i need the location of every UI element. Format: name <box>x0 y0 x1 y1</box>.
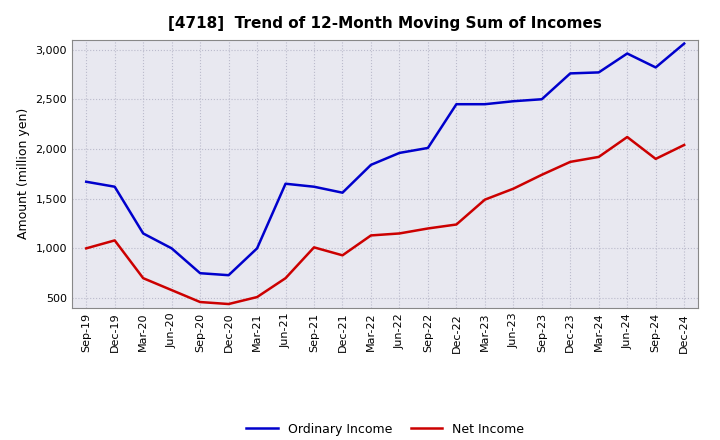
Net Income <box>139 275 148 281</box>
Net Income <box>338 253 347 258</box>
Net Income <box>225 301 233 307</box>
Net Income <box>595 154 603 160</box>
Ordinary Income <box>82 179 91 184</box>
Net Income <box>253 294 261 300</box>
Ordinary Income <box>623 51 631 56</box>
Ordinary Income <box>139 231 148 236</box>
Net Income <box>110 238 119 243</box>
Ordinary Income <box>395 150 404 156</box>
Ordinary Income <box>310 184 318 189</box>
Legend: Ordinary Income, Net Income: Ordinary Income, Net Income <box>241 418 529 440</box>
Net Income <box>509 186 518 191</box>
Net Income <box>680 142 688 147</box>
Net Income <box>282 275 290 281</box>
Net Income <box>452 222 461 227</box>
Net Income <box>623 134 631 139</box>
Line: Net Income: Net Income <box>86 137 684 304</box>
Ordinary Income <box>366 162 375 168</box>
Net Income <box>395 231 404 236</box>
Net Income <box>480 197 489 202</box>
Y-axis label: Amount (million yen): Amount (million yen) <box>17 108 30 239</box>
Net Income <box>167 287 176 293</box>
Net Income <box>310 245 318 250</box>
Ordinary Income <box>680 41 688 46</box>
Ordinary Income <box>338 190 347 195</box>
Ordinary Income <box>595 70 603 75</box>
Ordinary Income <box>566 71 575 76</box>
Net Income <box>566 159 575 165</box>
Ordinary Income <box>537 97 546 102</box>
Net Income <box>82 246 91 251</box>
Ordinary Income <box>652 65 660 70</box>
Ordinary Income <box>452 102 461 107</box>
Net Income <box>537 172 546 177</box>
Ordinary Income <box>282 181 290 187</box>
Ordinary Income <box>423 145 432 150</box>
Title: [4718]  Trend of 12-Month Moving Sum of Incomes: [4718] Trend of 12-Month Moving Sum of I… <box>168 16 602 32</box>
Ordinary Income <box>225 272 233 278</box>
Ordinary Income <box>480 102 489 107</box>
Net Income <box>652 156 660 161</box>
Ordinary Income <box>110 184 119 189</box>
Line: Ordinary Income: Ordinary Income <box>86 44 684 275</box>
Ordinary Income <box>509 99 518 104</box>
Ordinary Income <box>196 271 204 276</box>
Net Income <box>423 226 432 231</box>
Ordinary Income <box>167 246 176 251</box>
Net Income <box>366 233 375 238</box>
Ordinary Income <box>253 246 261 251</box>
Net Income <box>196 299 204 304</box>
